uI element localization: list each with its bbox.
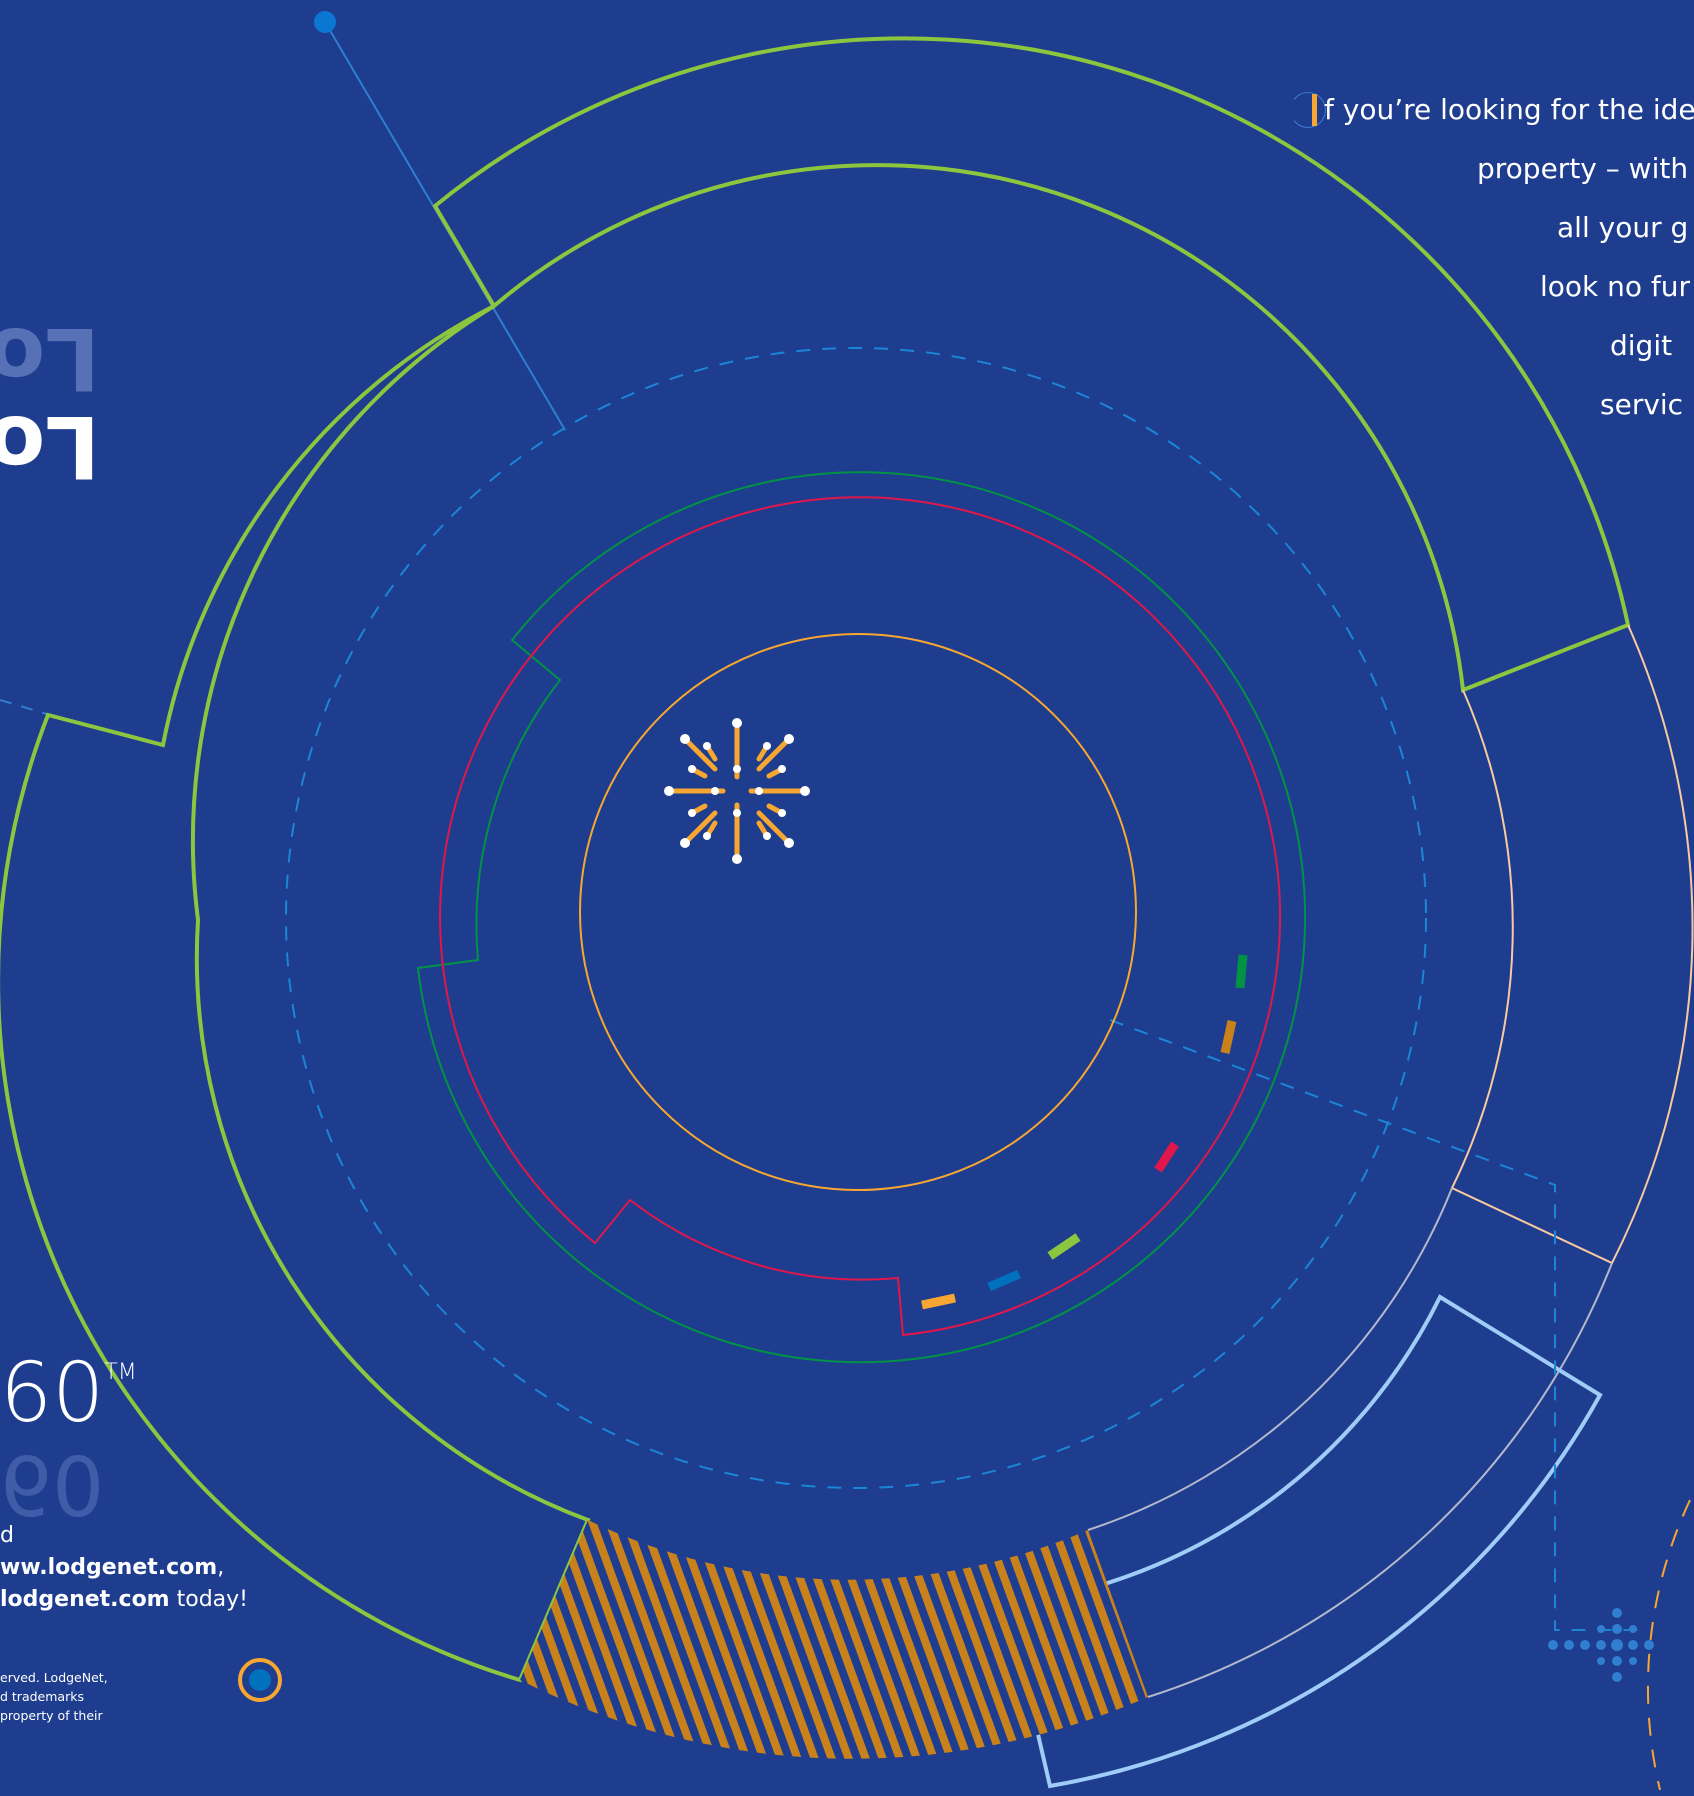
brand-number-reflection: 60 xyxy=(0,1436,105,1531)
ring-bullet-icon xyxy=(238,1658,282,1702)
sunburst-icon xyxy=(664,718,810,864)
intro-line: all your g xyxy=(1557,211,1689,244)
brand-number: 60TM xyxy=(0,1346,137,1441)
outer-green-ring-left xyxy=(0,304,591,1683)
legal-line: d trademarks xyxy=(0,1689,84,1704)
peach-ring xyxy=(1450,624,1694,1265)
dropcap-bar xyxy=(1312,94,1317,126)
intro-line: property – with d xyxy=(1477,152,1694,185)
legal-line: erved. LodgeNet, xyxy=(0,1670,108,1685)
heading-reflection: Lo xyxy=(0,308,100,408)
left-dashed-ray xyxy=(0,699,51,716)
colored-dashes xyxy=(921,954,1248,1310)
dot-cluster-icon xyxy=(1548,1608,1654,1682)
striped-arc xyxy=(520,1520,1148,1759)
inner-orange-circle xyxy=(579,633,1137,1191)
brand-number-value: 60 xyxy=(0,1346,105,1441)
contact-block: d ww.lodgenet.com, lodgenet.com today! xyxy=(0,1520,248,1616)
legal-notice: erved. LodgeNet, d trademarks property o… xyxy=(0,1668,108,1725)
legal-line: property of their xyxy=(0,1708,103,1723)
intro-line: look no fur xyxy=(1540,270,1691,303)
intro-paragraph: f you’re looking for the ide property – … xyxy=(1294,80,1694,434)
ring-bullet-dot xyxy=(249,1669,271,1691)
light-blue-segment xyxy=(1005,1294,1603,1789)
trademark-symbol: TM xyxy=(104,1360,137,1385)
pointer-dot xyxy=(314,11,336,33)
intro-line: f you’re looking for the ide xyxy=(1324,93,1694,126)
red-ring xyxy=(439,496,1282,1337)
contact-suffix: today! xyxy=(169,1587,248,1612)
dropcap-ring-icon xyxy=(1294,92,1326,128)
website-link[interactable]: ww.lodgenet.com xyxy=(0,1555,218,1580)
intro-line: digit xyxy=(1610,329,1673,362)
dark-green-ring xyxy=(416,471,1307,1364)
intro-line: servic xyxy=(1600,388,1684,421)
grey-ring-arc xyxy=(1087,1187,1613,1698)
dashed-arc-small xyxy=(1646,1499,1691,1791)
contact-separator: , xyxy=(217,1555,225,1580)
contact-line-prefix: d xyxy=(0,1523,14,1548)
heading-text: Lo xyxy=(0,396,100,496)
email-link[interactable]: lodgenet.com xyxy=(0,1587,170,1612)
outer-green-ring xyxy=(432,36,1631,693)
dashed-ring xyxy=(285,347,1427,1489)
